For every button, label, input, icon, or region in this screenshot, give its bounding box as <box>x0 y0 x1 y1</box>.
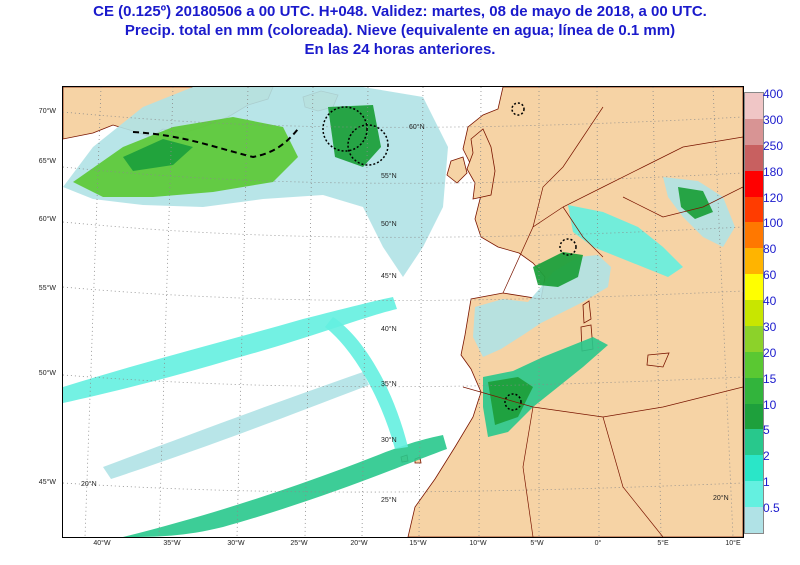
legend-swatch <box>745 118 763 145</box>
lat-label-30N: 30°N <box>381 437 397 444</box>
legend-swatch <box>745 403 763 430</box>
lat-label-40N: 40°N <box>381 326 397 333</box>
graticule <box>63 87 743 537</box>
lat-label-60N: 60°N <box>409 124 425 131</box>
legend-swatch <box>745 300 763 326</box>
bottom-tick-20W: 20°W <box>350 540 368 547</box>
legend-swatch <box>745 377 763 404</box>
lat-label-55N: 55°N <box>381 173 397 180</box>
legend-swatch <box>745 93 763 119</box>
legend-swatch <box>745 222 763 249</box>
legend-swatch <box>745 325 763 352</box>
legend-swatch <box>745 248 763 275</box>
precipitation-map: 60°N 55°N 50°N 45°N 40°N 35°N 30°N 25°N … <box>62 86 744 538</box>
legend-label: 30 <box>763 319 777 334</box>
lat-label-20N-east: 20°N <box>713 495 729 502</box>
legend-label: 180 <box>763 164 784 179</box>
precip-iberia <box>473 255 611 357</box>
legend-label: 15 <box>763 371 777 386</box>
legend-swatch <box>745 455 763 482</box>
legend-swatch <box>745 351 763 378</box>
title-line-1: CE (0.125º) 20180506 a 00 UTC. H+048. Va… <box>93 3 707 20</box>
precip-band-4 <box>325 317 408 449</box>
legend-label: 120 <box>763 190 784 205</box>
legend-label: 2 <box>763 449 770 464</box>
legend-label: 20 <box>763 345 777 360</box>
map-title: CE (0.125º) 20180506 a 00 UTC. H+048. Va… <box>0 2 800 59</box>
lat-label-35N: 35°N <box>381 381 397 388</box>
legend-label: 5 <box>763 423 770 438</box>
legend-label: 100 <box>763 216 784 231</box>
snow-line <box>132 128 299 159</box>
left-tick-45W: 45°W <box>38 479 56 486</box>
left-tick-70W: 70°W <box>38 108 56 115</box>
legend-swatch <box>745 507 763 533</box>
precip-greenland-heavy <box>73 117 298 197</box>
snow-clusters <box>322 102 577 411</box>
bottom-tick-15W: 15°W <box>409 540 427 547</box>
lat-label-50N: 50°N <box>381 221 397 228</box>
legend-swatch <box>745 481 763 507</box>
country-borders <box>462 106 743 537</box>
bottom-tick-5W: 5°W <box>530 540 544 547</box>
left-tick-50W: 50°W <box>38 370 56 377</box>
legend-label: 250 <box>763 138 784 153</box>
core-greenland <box>123 139 193 171</box>
core-iceland-sea <box>328 105 381 167</box>
core-morocco <box>488 377 533 425</box>
core-iberia <box>533 252 583 287</box>
legend-label: 40 <box>763 294 777 309</box>
bottom-tick-0: 0° <box>594 540 602 547</box>
left-tick-65W: 65°W <box>38 158 56 165</box>
sicily-land <box>646 352 670 368</box>
bottom-tick-25W: 25°W <box>290 540 308 547</box>
bottom-tick-10E: 10°E <box>725 540 741 547</box>
map-svg <box>63 87 743 537</box>
title-line-2: Precip. total en mm (coloreada). Nieve (… <box>124 22 676 39</box>
bottom-tick-5E: 5°E <box>657 540 669 547</box>
precip-italy <box>568 205 683 277</box>
legend-swatch <box>745 144 763 171</box>
precip-band-1 <box>63 297 397 403</box>
europe-land <box>407 87 743 537</box>
ireland-land <box>446 156 468 184</box>
precip-band-2 <box>103 372 369 479</box>
legend-swatch <box>745 196 763 223</box>
legend-label: 400 <box>763 87 784 101</box>
left-tick-55W: 55°W <box>38 285 56 292</box>
legend-label: 0.5 <box>763 501 780 516</box>
legend-swatch <box>745 429 763 456</box>
legend-label: 1 <box>763 475 770 490</box>
precip-heavy-cores <box>123 105 713 425</box>
bottom-tick-35W: 35°W <box>163 540 181 547</box>
precip-band-3 <box>123 435 447 537</box>
lat-label-20N-west: 20°N <box>81 481 97 488</box>
corsica-land <box>582 300 592 324</box>
bottom-tick-40W: 40°W <box>93 540 111 547</box>
lat-label-25N: 25°N <box>381 497 397 504</box>
legend-label: 10 <box>763 397 777 412</box>
left-tick-60W: 60°W <box>38 216 56 223</box>
legend-label: 80 <box>763 242 777 257</box>
bottom-tick-30W: 30°W <box>227 540 245 547</box>
precipitation-legend-bar <box>744 92 764 534</box>
bottom-tick-10W: 10°W <box>469 540 487 547</box>
legend-label: 60 <box>763 268 777 283</box>
legend-swatch <box>745 274 763 300</box>
legend-label: 300 <box>763 112 784 127</box>
lat-label-45N: 45°N <box>381 273 397 280</box>
title-line-3: En las 24 horas anteriores. <box>304 41 496 58</box>
legend-swatch <box>745 170 763 197</box>
